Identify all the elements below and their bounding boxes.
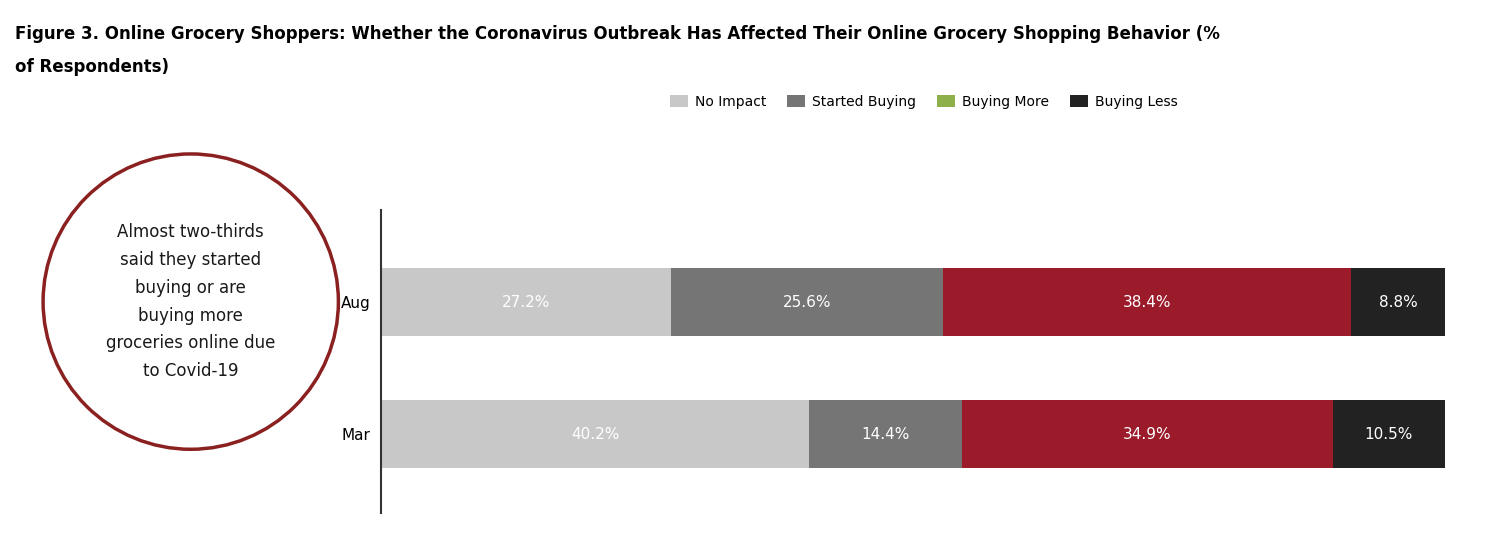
- Text: 25.6%: 25.6%: [782, 295, 832, 310]
- Bar: [809, 400, 962, 469]
- Bar: [962, 400, 1333, 469]
- Text: 14.4%: 14.4%: [862, 427, 910, 442]
- Text: 27.2%: 27.2%: [501, 295, 551, 310]
- Text: 8.8%: 8.8%: [1379, 295, 1417, 310]
- Text: Almost two-thirds
said they started
buying or are
buying more
groceries online d: Almost two-thirds said they started buyi…: [106, 223, 275, 380]
- Text: Figure 3. Online Grocery Shoppers: Whether the Coronavirus Outbreak Has Affected: Figure 3. Online Grocery Shoppers: Wheth…: [15, 25, 1219, 43]
- Text: 38.4%: 38.4%: [1123, 295, 1171, 310]
- Bar: [670, 268, 942, 337]
- Bar: [1333, 400, 1445, 469]
- Bar: [381, 400, 809, 469]
- Legend: No Impact, Started Buying, Buying More, Buying Less: No Impact, Started Buying, Buying More, …: [664, 89, 1183, 114]
- Text: 40.2%: 40.2%: [571, 427, 619, 442]
- Text: 10.5%: 10.5%: [1364, 427, 1414, 442]
- Bar: [1351, 268, 1445, 337]
- Bar: [381, 268, 670, 337]
- Bar: [942, 268, 1351, 337]
- Text: of Respondents): of Respondents): [15, 58, 169, 76]
- Text: 34.9%: 34.9%: [1123, 427, 1171, 442]
